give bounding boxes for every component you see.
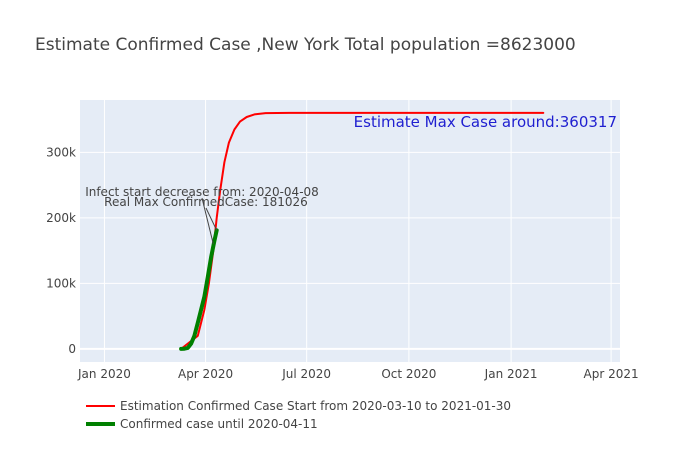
- legend[interactable]: Estimation Confirmed Case Start from 202…: [86, 399, 511, 431]
- x-tick-label: Jan 2020: [77, 367, 131, 381]
- annotation-infect-decrease: Infect start decrease from: 2020-04-08: [85, 185, 319, 199]
- annotation-real-max: Real Max ConfirmedCase: 181026: [104, 195, 308, 209]
- plot-background: [80, 100, 620, 362]
- grid: [80, 100, 620, 362]
- legend-item-confirmed[interactable]: Confirmed case until 2020-04-11: [86, 417, 318, 431]
- chart-title: Estimate Confirmed Case ,New York Total …: [35, 35, 576, 55]
- legend-label-estimation: Estimation Confirmed Case Start from 202…: [120, 399, 511, 413]
- x-axis-ticks: Jan 2020 Apr 2020 Jul 2020 Oct 2020 Jan 2021…: [77, 367, 639, 381]
- x-tick-label: Oct 2020: [381, 367, 436, 381]
- y-axis-ticks: 0 100k 200k 300k: [46, 145, 76, 356]
- annotation-arrow-real-max: [205, 207, 218, 231]
- x-tick-label: Apr 2021: [584, 367, 639, 381]
- annotation-arrow-infect-decrease: [201, 197, 214, 245]
- y-tick-label: 100k: [46, 276, 76, 290]
- x-tick-label: Apr 2020: [178, 367, 233, 381]
- series-line-confirmed: [179, 228, 219, 351]
- series-line-estimation: [180, 111, 545, 350]
- legend-label-confirmed: Confirmed case until 2020-04-11: [120, 417, 318, 431]
- y-tick-label: 0: [68, 342, 76, 356]
- legend-item-estimation[interactable]: Estimation Confirmed Case Start from 202…: [86, 399, 511, 413]
- y-tick-label: 300k: [46, 145, 76, 159]
- x-tick-label: Jan 2021: [484, 367, 538, 381]
- annotation-estimate-max: Estimate Max Case around:360317: [354, 113, 617, 131]
- y-tick-label: 200k: [46, 211, 76, 225]
- annotations: Infect start decrease from: 2020-04-08 R…: [85, 113, 617, 245]
- series-lines: [179, 111, 545, 351]
- x-tick-label: Jul 2020: [281, 367, 331, 381]
